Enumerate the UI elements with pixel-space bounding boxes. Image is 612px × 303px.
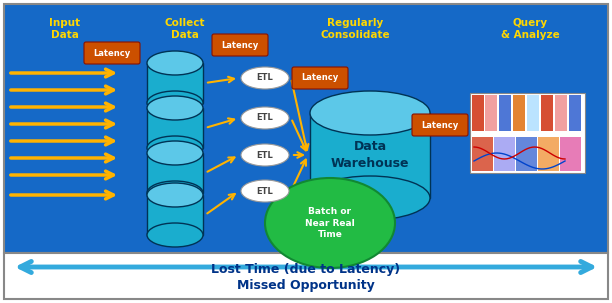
- Text: Lost Time (due to Latency): Lost Time (due to Latency): [211, 262, 401, 275]
- FancyBboxPatch shape: [292, 67, 348, 89]
- Bar: [516, 137, 537, 171]
- Ellipse shape: [147, 136, 203, 160]
- Ellipse shape: [147, 91, 203, 115]
- Bar: [147, 153, 203, 193]
- Bar: [472, 95, 484, 131]
- Bar: [499, 95, 511, 131]
- Text: Latency: Latency: [422, 121, 458, 129]
- Ellipse shape: [147, 183, 203, 207]
- Bar: [470, 93, 585, 173]
- FancyBboxPatch shape: [412, 114, 468, 136]
- Ellipse shape: [147, 51, 203, 75]
- Bar: [147, 63, 203, 103]
- FancyBboxPatch shape: [84, 42, 140, 64]
- Text: Missed Opportunity: Missed Opportunity: [237, 278, 375, 291]
- Bar: [541, 95, 553, 131]
- Bar: [513, 95, 525, 131]
- Bar: [472, 137, 493, 171]
- Bar: [560, 137, 581, 171]
- Bar: [485, 95, 497, 131]
- Text: ETL: ETL: [256, 114, 274, 122]
- Text: Batch or
Near Real
Time: Batch or Near Real Time: [305, 207, 355, 238]
- Bar: [4, 253, 608, 299]
- Bar: [527, 95, 539, 131]
- Bar: [555, 95, 567, 131]
- Bar: [310, 113, 430, 198]
- Bar: [4, 4, 608, 253]
- Bar: [569, 95, 581, 131]
- Ellipse shape: [241, 180, 289, 202]
- Ellipse shape: [147, 96, 203, 120]
- Ellipse shape: [241, 107, 289, 129]
- Ellipse shape: [241, 144, 289, 166]
- Ellipse shape: [147, 141, 203, 165]
- Text: Input
Data: Input Data: [50, 18, 81, 40]
- Bar: [538, 137, 559, 171]
- Text: ETL: ETL: [256, 151, 274, 159]
- Text: Collect
Data: Collect Data: [165, 18, 205, 40]
- FancyBboxPatch shape: [212, 34, 268, 56]
- Ellipse shape: [147, 223, 203, 247]
- Bar: [147, 195, 203, 235]
- Ellipse shape: [310, 176, 430, 220]
- Bar: [494, 137, 515, 171]
- Text: Regularly
Consolidate: Regularly Consolidate: [320, 18, 390, 40]
- Ellipse shape: [310, 91, 430, 135]
- Text: Latency: Latency: [301, 74, 338, 82]
- Ellipse shape: [265, 178, 395, 268]
- Text: ETL: ETL: [256, 74, 274, 82]
- Text: Latency: Latency: [94, 48, 130, 58]
- Bar: [147, 108, 203, 148]
- Ellipse shape: [147, 181, 203, 205]
- Text: Latency: Latency: [222, 41, 259, 49]
- Text: ETL: ETL: [256, 187, 274, 195]
- Ellipse shape: [241, 67, 289, 89]
- Text: Data
Warehouse: Data Warehouse: [330, 140, 409, 170]
- Text: Query
& Analyze: Query & Analyze: [501, 18, 559, 40]
